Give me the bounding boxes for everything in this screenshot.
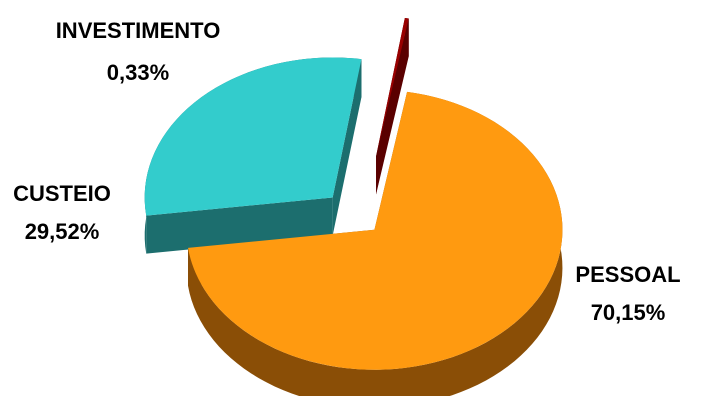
slice-label-investimento: INVESTIMENTO — [56, 18, 221, 43]
slice-label-pessoal: PESSOAL — [575, 262, 680, 287]
slice-value-custeio: 29,52% — [25, 219, 100, 244]
slice-value-pessoal: 70,15% — [591, 300, 666, 325]
slice-custeio — [145, 57, 362, 215]
slice-value-investimento: 0,33% — [107, 60, 169, 85]
slice-label-custeio: CUSTEIO — [13, 181, 111, 206]
